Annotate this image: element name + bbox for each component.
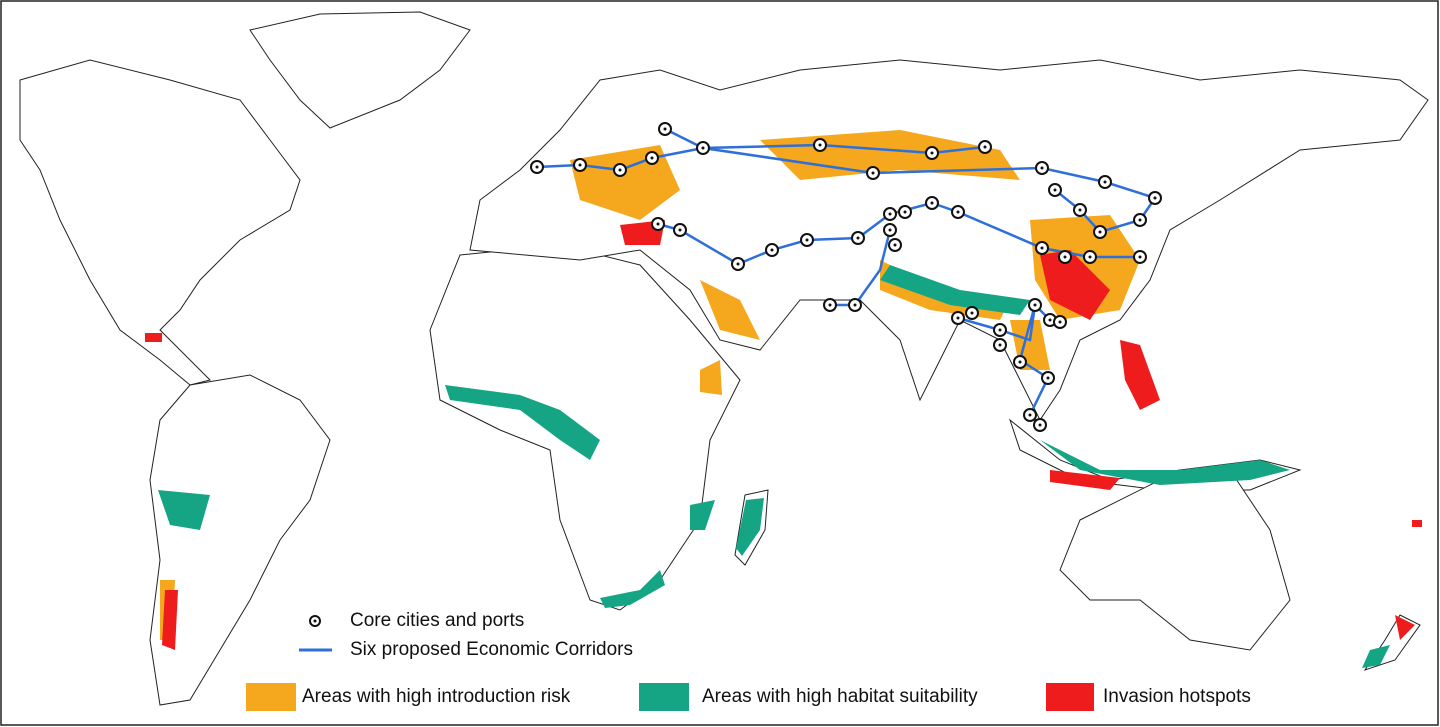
city-marker-dot (618, 168, 622, 172)
suitability-area (880, 265, 1030, 315)
corridor (830, 229, 892, 307)
city-marker-dot (1040, 166, 1044, 170)
corridor (664, 127, 1156, 200)
city-marker-dot (956, 316, 960, 320)
legend-suitability-swatch (639, 683, 689, 711)
hotspot (162, 590, 178, 650)
city-marker-dot (871, 171, 875, 175)
habitat-suitability-areas (158, 265, 1390, 668)
suitability-area (1362, 645, 1390, 668)
legend-hotspot-swatch (1046, 683, 1094, 711)
city-marker-dot (1048, 318, 1052, 322)
city-marker-dot (663, 127, 667, 131)
city-marker-dot (1138, 255, 1142, 259)
suitability-area (1040, 440, 1290, 485)
legend-city-symbol-dot (313, 619, 317, 623)
city-marker-dot (656, 222, 660, 226)
city-marker-dot (903, 210, 907, 214)
legend-label: Invasion hotspots (1103, 686, 1251, 707)
suitability-area (158, 490, 210, 530)
city-marker-dot (1028, 413, 1032, 417)
city-marker-dot (1058, 320, 1062, 324)
legend-label: Six proposed Economic Corridors (350, 639, 633, 660)
north-america (19, 59, 301, 386)
city-marker-dot (888, 212, 892, 216)
legend-label: Areas with high habitat suitability (702, 686, 978, 707)
city-marker-dot (736, 262, 740, 266)
city-marker-dot (701, 146, 705, 150)
hotspot (1120, 340, 1160, 410)
city-marker-dot (1033, 303, 1037, 307)
suitability-area (600, 570, 665, 608)
core-cities (530, 122, 1162, 432)
suitability-area (736, 498, 764, 556)
city-marker-dot (998, 328, 1002, 332)
city-marker-dot (1038, 423, 1042, 427)
city-marker-dot (1153, 196, 1157, 200)
city-marker-dot (1078, 208, 1082, 212)
city-marker-dot (828, 303, 832, 307)
invasion-hotspots (145, 220, 1422, 650)
suitability-area (690, 500, 715, 530)
city-marker-dot (1018, 360, 1022, 364)
city-marker-dot (983, 145, 987, 149)
risk-area (700, 280, 760, 340)
city-marker-dot (1046, 376, 1050, 380)
hotspot (1050, 470, 1120, 490)
risk-area (700, 360, 722, 395)
hotspot (145, 333, 162, 342)
city-marker-dot (1098, 230, 1102, 234)
city-marker-dot (770, 248, 774, 252)
city-marker-dot (1040, 246, 1044, 250)
hotspot (1395, 615, 1415, 640)
city-marker-dot (1088, 255, 1092, 259)
city-marker-dot (956, 210, 960, 214)
legend-label: Areas with high introduction risk (302, 686, 571, 707)
city-marker-dot (970, 311, 974, 315)
greenland (249, 11, 471, 129)
hotspot (1040, 250, 1110, 320)
city-marker-dot (805, 238, 809, 242)
city-marker-dot (1103, 180, 1107, 184)
legend: Core cities and ports Six proposed Econo… (246, 610, 1251, 711)
legend-label: Core cities and ports (350, 610, 524, 631)
city-marker-dot (1053, 188, 1057, 192)
city-marker-dot (678, 228, 682, 232)
city-marker-dot (998, 343, 1002, 347)
city-marker-dot (650, 156, 654, 160)
city-marker-dot (818, 143, 822, 147)
city-marker-dot (856, 236, 860, 240)
city-marker-dot (888, 228, 892, 232)
hotspot (1412, 520, 1422, 527)
city-marker-dot (578, 163, 582, 167)
south-america (149, 374, 331, 706)
city-marker-dot (930, 201, 934, 205)
city-marker-dot (853, 303, 857, 307)
corridor (657, 201, 1140, 266)
city-marker-dot (1138, 218, 1142, 222)
city-marker-dot (893, 243, 897, 247)
city-marker-dot (535, 165, 539, 169)
suitability-area (445, 385, 600, 460)
city-marker-dot (930, 151, 934, 155)
city-marker-dot (1063, 255, 1067, 259)
legend-risk-swatch (246, 683, 296, 711)
